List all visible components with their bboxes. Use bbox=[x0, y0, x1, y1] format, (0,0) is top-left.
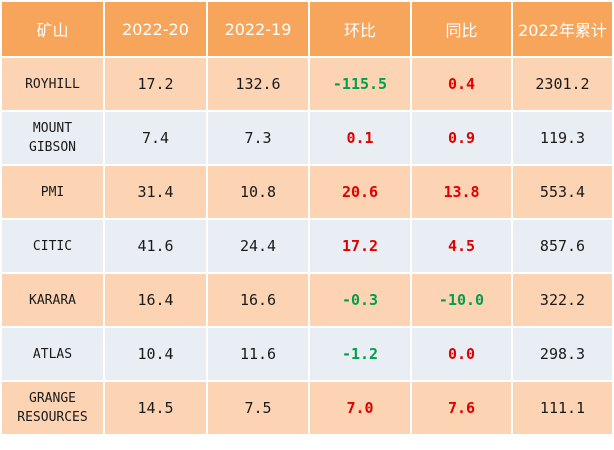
yoy-cell: 0.0 bbox=[410, 326, 513, 382]
mine-name-cell: CITIC bbox=[0, 218, 105, 274]
mom-cell: -1.2 bbox=[308, 326, 412, 382]
yoy-cell: 0.4 bbox=[410, 56, 513, 112]
table-row: GRANGE RESOURCES 14.5 7.5 7.0 7.6 111.1 bbox=[0, 380, 614, 436]
ytd-cell: 857.6 bbox=[511, 218, 614, 274]
ytd-cell: 298.3 bbox=[511, 326, 614, 382]
week-20-cell: 31.4 bbox=[103, 164, 208, 220]
mine-name-cell: PMI bbox=[0, 164, 105, 220]
mom-cell: 17.2 bbox=[308, 218, 412, 274]
yoy-cell: 4.5 bbox=[410, 218, 513, 274]
header-mine: 矿山 bbox=[0, 0, 105, 58]
header-week-19: 2022-19 bbox=[206, 0, 310, 58]
header-mom: 环比 bbox=[308, 0, 412, 58]
header-ytd: 2022年累计 bbox=[511, 0, 614, 58]
week-19-cell: 10.8 bbox=[206, 164, 310, 220]
mom-cell: 0.1 bbox=[308, 110, 412, 166]
header-yoy: 同比 bbox=[410, 0, 513, 58]
mom-cell: -115.5 bbox=[308, 56, 412, 112]
mom-cell: -0.3 bbox=[308, 272, 412, 328]
ytd-cell: 119.3 bbox=[511, 110, 614, 166]
yoy-cell: -10.0 bbox=[410, 272, 513, 328]
week-20-cell: 14.5 bbox=[103, 380, 208, 436]
week-19-cell: 11.6 bbox=[206, 326, 310, 382]
table-row: PMI 31.4 10.8 20.6 13.8 553.4 bbox=[0, 164, 614, 220]
week-19-cell: 16.6 bbox=[206, 272, 310, 328]
week-19-cell: 7.3 bbox=[206, 110, 310, 166]
header-week-20: 2022-20 bbox=[103, 0, 208, 58]
yoy-cell: 13.8 bbox=[410, 164, 513, 220]
mom-cell: 7.0 bbox=[308, 380, 412, 436]
ytd-cell: 322.2 bbox=[511, 272, 614, 328]
mine-name-cell: KARARA bbox=[0, 272, 105, 328]
mine-name-cell: ROYHILL bbox=[0, 56, 105, 112]
week-20-cell: 7.4 bbox=[103, 110, 208, 166]
week-19-cell: 24.4 bbox=[206, 218, 310, 274]
week-20-cell: 41.6 bbox=[103, 218, 208, 274]
table-row: CITIC 41.6 24.4 17.2 4.5 857.6 bbox=[0, 218, 614, 274]
header-row: 矿山 2022-20 2022-19 环比 同比 2022年累计 bbox=[0, 0, 614, 58]
mine-data-table: 矿山 2022-20 2022-19 环比 同比 2022年累计 ROYHILL… bbox=[0, 0, 614, 436]
week-19-cell: 132.6 bbox=[206, 56, 310, 112]
mine-name-cell: ATLAS bbox=[0, 326, 105, 382]
table-row: ROYHILL 17.2 132.6 -115.5 0.4 2301.2 bbox=[0, 56, 614, 112]
table-body: ROYHILL 17.2 132.6 -115.5 0.4 2301.2 MOU… bbox=[0, 56, 614, 436]
week-20-cell: 10.4 bbox=[103, 326, 208, 382]
mine-name-cell: GRANGE RESOURCES bbox=[0, 380, 105, 436]
table-row: ATLAS 10.4 11.6 -1.2 0.0 298.3 bbox=[0, 326, 614, 382]
mom-cell: 20.6 bbox=[308, 164, 412, 220]
mine-name-cell: MOUNT GIBSON bbox=[0, 110, 105, 166]
yoy-cell: 7.6 bbox=[410, 380, 513, 436]
week-20-cell: 16.4 bbox=[103, 272, 208, 328]
table-row: MOUNT GIBSON 7.4 7.3 0.1 0.9 119.3 bbox=[0, 110, 614, 166]
yoy-cell: 0.9 bbox=[410, 110, 513, 166]
week-20-cell: 17.2 bbox=[103, 56, 208, 112]
table-row: KARARA 16.4 16.6 -0.3 -10.0 322.2 bbox=[0, 272, 614, 328]
ytd-cell: 2301.2 bbox=[511, 56, 614, 112]
ytd-cell: 111.1 bbox=[511, 380, 614, 436]
week-19-cell: 7.5 bbox=[206, 380, 310, 436]
ytd-cell: 553.4 bbox=[511, 164, 614, 220]
table-header: 矿山 2022-20 2022-19 环比 同比 2022年累计 bbox=[0, 0, 614, 58]
